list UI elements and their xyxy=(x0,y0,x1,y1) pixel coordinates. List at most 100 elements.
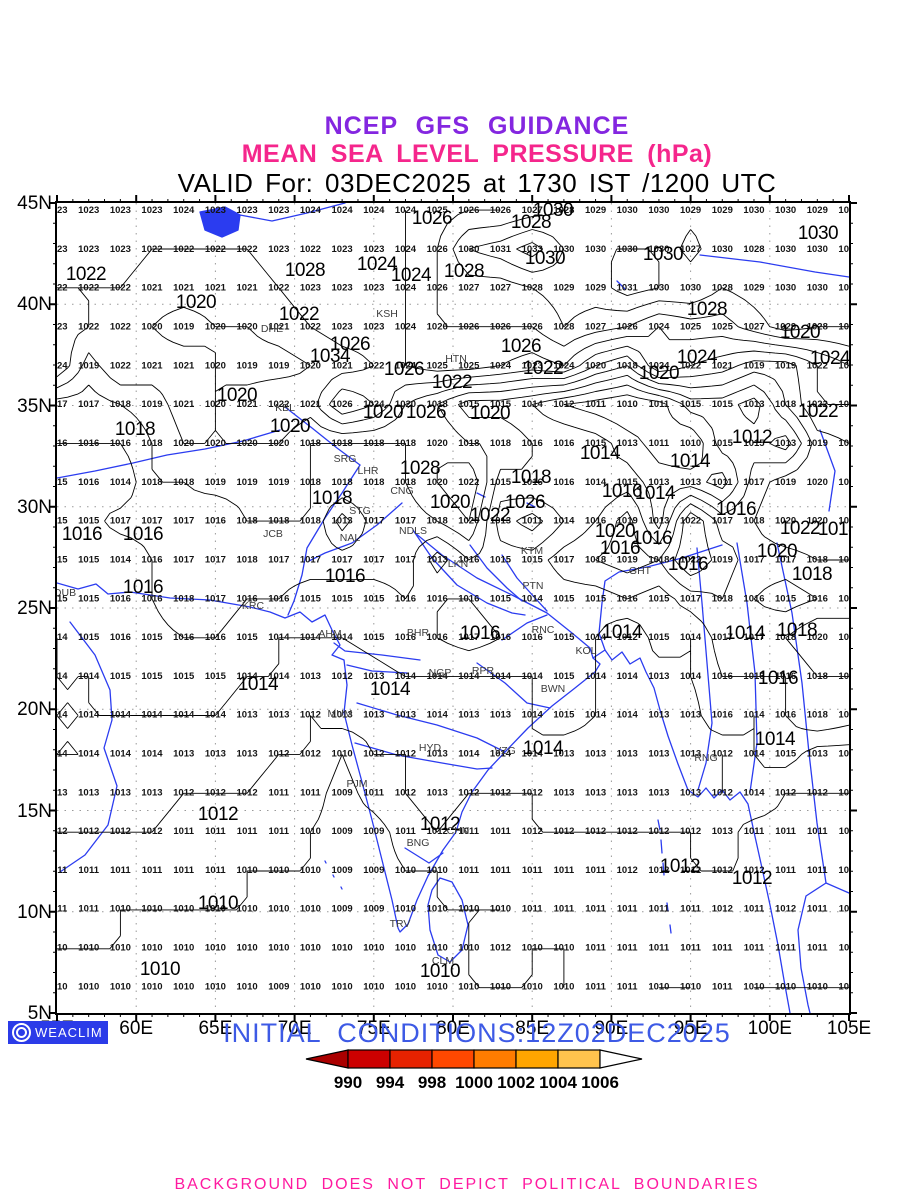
svg-text:1017: 1017 xyxy=(743,477,764,488)
svg-text:1015: 1015 xyxy=(553,671,575,682)
svg-text:1012: 1012 xyxy=(617,826,638,837)
svg-text:1013: 1013 xyxy=(648,516,669,527)
svg-text:1026: 1026 xyxy=(617,322,638,333)
river-mahanadi xyxy=(476,662,551,709)
svg-text:1015: 1015 xyxy=(78,593,100,604)
svg-text:1010: 1010 xyxy=(57,943,68,954)
svg-text:1010: 1010 xyxy=(140,959,180,980)
svg-text:1015: 1015 xyxy=(617,477,639,488)
svg-text:1019: 1019 xyxy=(268,360,289,371)
svg-text:1012: 1012 xyxy=(732,427,772,448)
svg-text:1013: 1013 xyxy=(268,710,289,721)
svg-text:1013: 1013 xyxy=(205,748,226,759)
svg-text:1024: 1024 xyxy=(677,347,718,368)
svg-text:1015: 1015 xyxy=(458,399,480,410)
svg-text:1012: 1012 xyxy=(680,865,701,876)
svg-text:1014: 1014 xyxy=(268,671,290,682)
svg-text:1018: 1018 xyxy=(777,620,817,641)
svg-text:1010: 1010 xyxy=(237,904,258,915)
svg-text:1030: 1030 xyxy=(680,283,701,294)
svg-text:PJM: PJM xyxy=(347,778,368,790)
svg-text:1019: 1019 xyxy=(838,632,849,643)
svg-text:1010: 1010 xyxy=(57,981,68,992)
svg-text:1028: 1028 xyxy=(553,205,574,216)
svg-text:1022: 1022 xyxy=(798,401,838,422)
svg-text:1010: 1010 xyxy=(78,943,99,954)
svg-text:1018: 1018 xyxy=(792,564,832,585)
svg-text:1023: 1023 xyxy=(332,322,353,333)
svg-text:1010: 1010 xyxy=(458,943,479,954)
svg-text:1013: 1013 xyxy=(680,787,701,798)
svg-text:1021: 1021 xyxy=(173,283,195,294)
svg-text:1025: 1025 xyxy=(458,360,480,371)
svg-text:1010: 1010 xyxy=(395,943,416,954)
svg-text:1012: 1012 xyxy=(743,865,764,876)
svg-text:1014: 1014 xyxy=(670,451,711,472)
svg-text:1009: 1009 xyxy=(363,865,384,876)
svg-text:1014: 1014 xyxy=(523,738,564,759)
svg-text:1016: 1016 xyxy=(395,632,416,643)
svg-text:1018: 1018 xyxy=(511,467,551,488)
svg-text:1018: 1018 xyxy=(363,477,384,488)
svg-text:1030: 1030 xyxy=(775,283,796,294)
svg-text:1015: 1015 xyxy=(490,593,512,604)
svg-text:1033: 1033 xyxy=(522,244,543,255)
svg-text:1013: 1013 xyxy=(363,671,384,682)
svg-text:1018: 1018 xyxy=(712,593,733,604)
svg-text:1016: 1016 xyxy=(553,438,574,449)
svg-text:1014: 1014 xyxy=(743,710,765,721)
svg-text:1025: 1025 xyxy=(427,205,449,216)
svg-text:RNG: RNG xyxy=(694,752,717,764)
svg-text:1014: 1014 xyxy=(553,516,575,527)
svg-text:1024: 1024 xyxy=(363,399,385,410)
svg-text:1016: 1016 xyxy=(427,632,448,643)
svg-text:1012: 1012 xyxy=(395,748,416,759)
svg-text:1014: 1014 xyxy=(57,710,68,721)
svg-text:1016: 1016 xyxy=(743,671,764,682)
svg-text:1019: 1019 xyxy=(743,360,764,371)
svg-text:1014: 1014 xyxy=(585,671,607,682)
svg-text:1017: 1017 xyxy=(78,399,99,410)
svg-text:1012: 1012 xyxy=(648,826,669,837)
svg-text:1016: 1016 xyxy=(716,499,756,520)
svg-text:1016: 1016 xyxy=(743,593,764,604)
svg-text:1015: 1015 xyxy=(553,593,575,604)
lat-label: 35N xyxy=(17,395,52,417)
coastline-oman xyxy=(59,621,118,873)
svg-text:1010: 1010 xyxy=(332,943,353,954)
svg-text:1016: 1016 xyxy=(173,632,194,643)
svg-text:1017: 1017 xyxy=(363,554,384,565)
svg-text:1013: 1013 xyxy=(173,748,194,759)
svg-text:1016: 1016 xyxy=(395,593,416,604)
lon-label: 85E xyxy=(515,1018,550,1039)
aral-sea xyxy=(199,206,241,238)
svg-text:1020: 1020 xyxy=(173,438,194,449)
svg-text:1022: 1022 xyxy=(458,477,479,488)
svg-text:1012: 1012 xyxy=(680,826,701,837)
svg-text:1014: 1014 xyxy=(332,632,354,643)
svg-text:1024: 1024 xyxy=(300,205,322,216)
svg-text:1009: 1009 xyxy=(363,904,384,915)
river-godavari xyxy=(356,702,506,753)
svg-text:1026: 1026 xyxy=(427,244,448,255)
svg-text:1010: 1010 xyxy=(237,943,258,954)
svg-text:1018: 1018 xyxy=(585,554,606,565)
svg-text:1017: 1017 xyxy=(205,554,226,565)
svg-text:1011: 1011 xyxy=(490,865,511,876)
svg-text:1011: 1011 xyxy=(585,981,606,992)
svg-text:1014: 1014 xyxy=(78,710,100,721)
svg-text:1014: 1014 xyxy=(458,748,480,759)
lat-label: 20N xyxy=(17,699,52,721)
coastline-arabia-india-myanmar xyxy=(56,582,791,1014)
svg-text:1013: 1013 xyxy=(680,710,701,721)
svg-text:1017: 1017 xyxy=(363,516,384,527)
svg-text:1020: 1020 xyxy=(237,438,258,449)
svg-text:1011: 1011 xyxy=(554,865,575,876)
svg-text:1014: 1014 xyxy=(141,748,163,759)
svg-text:1023: 1023 xyxy=(332,283,353,294)
svg-text:1022: 1022 xyxy=(237,244,258,255)
svg-text:1026: 1026 xyxy=(522,322,543,333)
svg-text:1014: 1014 xyxy=(268,632,290,643)
svg-text:1026: 1026 xyxy=(458,322,479,333)
svg-text:1012: 1012 xyxy=(712,865,733,876)
